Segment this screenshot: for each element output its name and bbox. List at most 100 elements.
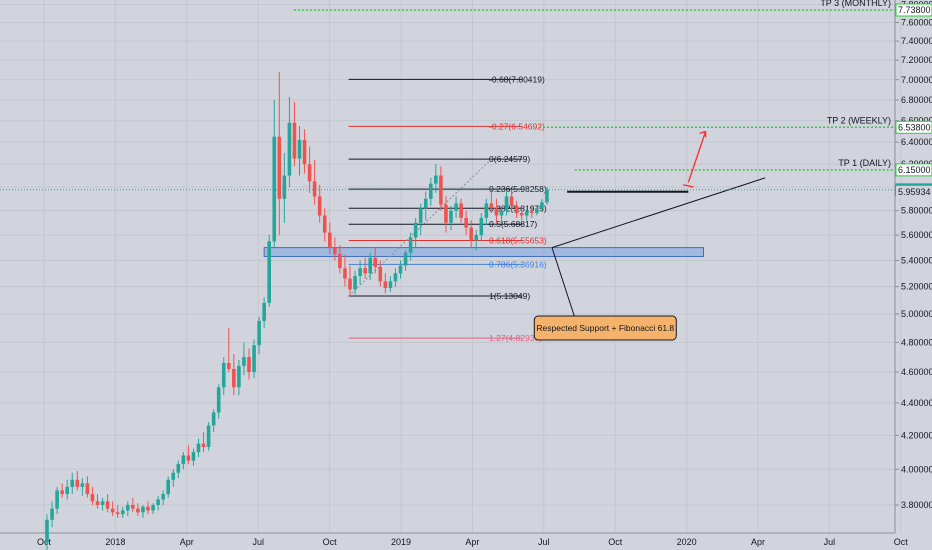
candle-down[interactable] bbox=[338, 253, 342, 269]
candle-up[interactable] bbox=[540, 202, 544, 209]
candle-down[interactable] bbox=[328, 232, 332, 248]
candle-down[interactable] bbox=[90, 494, 95, 502]
candle-up[interactable] bbox=[413, 222, 418, 238]
candle-up[interactable] bbox=[267, 241, 271, 303]
candle-down[interactable] bbox=[469, 227, 473, 241]
candle-up[interactable] bbox=[282, 175, 287, 199]
candle-down[interactable] bbox=[459, 203, 463, 218]
candle-down[interactable] bbox=[95, 501, 100, 505]
candle-up[interactable] bbox=[151, 504, 155, 511]
candle-up[interactable] bbox=[221, 362, 226, 388]
candle-down[interactable] bbox=[75, 479, 80, 487]
candle-up[interactable] bbox=[353, 276, 357, 290]
candle-up[interactable] bbox=[211, 412, 216, 426]
candle-down[interactable] bbox=[348, 278, 352, 290]
candle-down[interactable] bbox=[519, 213, 524, 216]
candle-up[interactable] bbox=[65, 486, 69, 495]
candle-up[interactable] bbox=[504, 196, 509, 211]
candle-up[interactable] bbox=[196, 443, 201, 453]
candle-up[interactable] bbox=[216, 387, 221, 413]
candle-up[interactable] bbox=[449, 210, 453, 223]
candle-down[interactable] bbox=[131, 504, 135, 509]
candle-up[interactable] bbox=[388, 281, 393, 288]
candle-down[interactable] bbox=[292, 122, 297, 159]
candle-down[interactable] bbox=[110, 508, 115, 513]
candle-up[interactable] bbox=[368, 257, 372, 274]
candle-up[interactable] bbox=[499, 210, 504, 216]
candle-up[interactable] bbox=[161, 494, 165, 500]
candle-down[interactable] bbox=[378, 266, 383, 282]
candle-up[interactable] bbox=[545, 189, 549, 203]
candle-up[interactable] bbox=[237, 365, 241, 388]
candle-up[interactable] bbox=[454, 203, 458, 211]
candle-up[interactable] bbox=[423, 198, 428, 209]
candle-up[interactable] bbox=[70, 479, 75, 487]
candle-down[interactable] bbox=[373, 257, 378, 267]
candle-up[interactable] bbox=[398, 265, 403, 274]
candle-down[interactable] bbox=[509, 196, 514, 206]
candle-up[interactable] bbox=[55, 490, 59, 509]
candle-down[interactable] bbox=[201, 443, 206, 448]
candle-up[interactable] bbox=[191, 452, 196, 461]
candle-up[interactable] bbox=[297, 139, 302, 159]
candle-up[interactable] bbox=[45, 519, 49, 543]
candle-up[interactable] bbox=[80, 483, 85, 487]
candle-down[interactable] bbox=[439, 175, 443, 205]
candle-down[interactable] bbox=[115, 512, 120, 515]
candle-down[interactable] bbox=[343, 268, 347, 279]
candle-down[interactable] bbox=[227, 362, 231, 369]
candle-down[interactable] bbox=[186, 455, 191, 461]
candle-down[interactable] bbox=[494, 208, 499, 216]
candle-down[interactable] bbox=[333, 247, 337, 254]
candle-up[interactable] bbox=[479, 217, 484, 236]
candle-down[interactable] bbox=[317, 196, 322, 216]
candle-up[interactable] bbox=[50, 508, 54, 520]
candle-up[interactable] bbox=[176, 464, 181, 473]
candle-up[interactable] bbox=[242, 357, 246, 366]
candle-up[interactable] bbox=[252, 345, 256, 372]
candle-up[interactable] bbox=[358, 268, 362, 277]
candle-down[interactable] bbox=[514, 205, 519, 214]
candle-down[interactable] bbox=[232, 368, 236, 388]
candle-up[interactable] bbox=[524, 211, 529, 216]
candle-down[interactable] bbox=[85, 483, 90, 495]
candle-down[interactable] bbox=[307, 164, 312, 182]
candle-down[interactable] bbox=[312, 181, 317, 197]
candle-down[interactable] bbox=[146, 506, 150, 511]
candle-up[interactable] bbox=[141, 506, 145, 513]
candle-up[interactable] bbox=[156, 499, 160, 505]
candle-down[interactable] bbox=[302, 139, 307, 165]
candle-up[interactable] bbox=[120, 510, 125, 515]
candle-up[interactable] bbox=[126, 504, 130, 511]
candle-up[interactable] bbox=[429, 183, 433, 199]
candle-down[interactable] bbox=[489, 203, 494, 209]
candle-up[interactable] bbox=[484, 203, 489, 218]
candle-down[interactable] bbox=[136, 508, 140, 513]
candle-up[interactable] bbox=[166, 479, 170, 495]
candle-up[interactable] bbox=[287, 122, 292, 176]
candle-up[interactable] bbox=[403, 252, 408, 266]
candle-up[interactable] bbox=[262, 302, 266, 321]
candle-up[interactable] bbox=[206, 425, 211, 448]
candle-up[interactable] bbox=[257, 320, 261, 346]
candle-up[interactable] bbox=[100, 501, 105, 505]
candle-down[interactable] bbox=[247, 357, 251, 372]
candle-up[interactable] bbox=[171, 472, 176, 480]
candle-down[interactable] bbox=[363, 268, 367, 274]
candle-down[interactable] bbox=[60, 490, 64, 495]
candle-down[interactable] bbox=[105, 501, 110, 509]
candle-down[interactable] bbox=[322, 215, 327, 233]
candle-down[interactable] bbox=[383, 281, 388, 288]
candle-up[interactable] bbox=[408, 237, 413, 253]
candle-down[interactable] bbox=[530, 211, 534, 214]
candle-down[interactable] bbox=[464, 217, 468, 228]
candle-down[interactable] bbox=[444, 204, 448, 223]
candle-up[interactable] bbox=[272, 136, 277, 242]
candle-up[interactable] bbox=[181, 455, 186, 465]
candle-up[interactable] bbox=[434, 175, 438, 184]
candle-down[interactable] bbox=[277, 136, 282, 199]
candle-up[interactable] bbox=[474, 235, 479, 241]
candle-up[interactable] bbox=[535, 208, 539, 214]
candle-up[interactable] bbox=[418, 208, 423, 223]
